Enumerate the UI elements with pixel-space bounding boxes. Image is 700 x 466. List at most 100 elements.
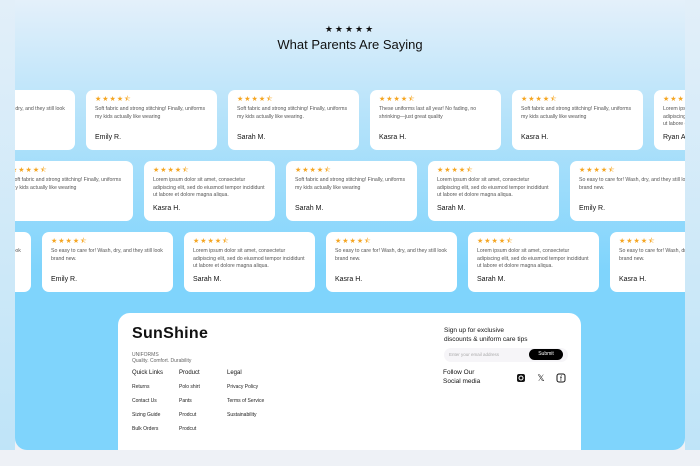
footer-column: Legal Privacy Policy Terms of Service Susta…: [227, 370, 264, 426]
footer-link[interactable]: Terms of Service: [227, 398, 265, 404]
star-rating: ★★★★⯪: [521, 96, 558, 103]
review-text: So easy to care for! Wash, dry, and they…: [15, 248, 21, 254]
review-text: Soft fabric and strong stitching! Finall…: [15, 177, 122, 191]
testimonial-card: ★★★★⯪ So easy to care for! Wash, dry, and…: [15, 232, 31, 292]
section-title: What Parents Are Saying: [277, 37, 423, 52]
footer-link[interactable]: Polo shirt: [179, 384, 200, 390]
testimonial-card: ★★★★⯪ Soft fabric and strong stitching! F…: [512, 90, 643, 150]
review-text: So easy to care for! Wash, dry, and they…: [15, 106, 65, 112]
testimonial-card: ★★★★⯪ So easy to care for! Wash, dry, and…: [42, 232, 173, 292]
footer-link[interactable]: Pants: [179, 398, 192, 404]
testimonial-card: ★★★★⯪ Soft fabric and strong stitching! F…: [286, 161, 417, 221]
reviewer-name: Kasra H.: [619, 276, 647, 283]
review-text: Soft fabric and strong stitching! Finall…: [237, 106, 348, 120]
review-text: So easy to care for! Wash, dry, and they…: [335, 248, 447, 262]
reviewer-name: Ryan Andre: [663, 134, 685, 141]
footer-column: Product Polo shirt Pants Prodcut Prodcut: [179, 370, 200, 440]
reviewer-name: Sarah M.: [477, 276, 506, 283]
submit-button[interactable]: Submit: [529, 349, 563, 360]
tagline: Quality. Comfort. Durability: [132, 358, 192, 364]
footer-link[interactable]: Prodcut: [179, 412, 197, 418]
star-rating: ★★★★⯪: [15, 95, 66, 104]
star-rating: ★★★★⯪: [379, 96, 416, 103]
review-text: Lorem ipsum dolor sit amet, consectetur …: [437, 177, 549, 198]
footer-link[interactable]: Sustainability: [227, 412, 257, 418]
instagram-icon[interactable]: [516, 373, 526, 383]
signup-text: Sign up for exclusive discounts & uniform…: [444, 327, 527, 344]
testimonial-card: ★★★★⯪ Lorem ipsum dolor sit amet, consect…: [654, 90, 685, 150]
star-rating: ★★★★⯪: [477, 238, 514, 245]
review-text: Lorem ipsum dolor sit amet, consectetur …: [193, 248, 305, 269]
follow-text: Follow Our Social media: [443, 369, 480, 386]
star-rating: ★★★★⯪: [95, 96, 132, 103]
right-edge: [685, 0, 700, 450]
star-rating: ★★★★⯪: [193, 238, 230, 245]
footer-link[interactable]: Contact Us: [132, 398, 157, 404]
testimonial-card: ★★★★⯪ So easy to care for! Wash, dry, and…: [15, 90, 75, 150]
review-text: Lorem ipsum dolor sit amet, consectetur …: [153, 177, 265, 198]
star-rating: ★★★★⯪: [663, 96, 685, 103]
x-icon[interactable]: 𝕏: [537, 373, 545, 383]
reviewer-name: Kasra H.: [521, 134, 549, 141]
footer-link[interactable]: Privacy Policy: [227, 384, 259, 390]
star-rating: ★★★★⯪: [295, 167, 332, 174]
footer: SunShine UNIFORMS Quality. Comfort. Dura…: [118, 313, 581, 450]
footer-link[interactable]: Sizing Guide: [132, 412, 161, 418]
reviewer-name: Sarah M.: [437, 205, 466, 212]
testimonial-card: ★★★★⯪ So easy to care for! Wash, dry, and…: [570, 161, 685, 221]
star-rating: ★★★★⯪: [237, 96, 274, 103]
testimonial-card: ★★★★⯪ Lorem ipsum dolor sit amet, consect…: [468, 232, 599, 292]
left-edge: [0, 0, 15, 450]
star-rating: ★★★★⯪: [437, 167, 474, 174]
star-rating: ★★★★⯪: [15, 167, 48, 174]
reviewer-name: Kasra H.: [153, 205, 181, 212]
follow-line: Social media: [443, 377, 481, 385]
testimonial-card: ★★★★⯪ So easy to care for! Wash, dry, and…: [610, 232, 685, 292]
follow-line: Follow Our: [443, 369, 475, 376]
star-rating: ★★★★⯪: [51, 238, 88, 245]
reviewer-name: Kasra H.: [335, 276, 363, 283]
testimonial-card: ★★★★⯪ Soft fabric and strong stitching! F…: [15, 161, 133, 221]
testimonial-card: ★★★★⯪ Soft fabric and strong stitching! F…: [228, 90, 359, 150]
testimonial-card: ★★★★⯪ Lorem ipsum dolor sit amet, consect…: [184, 232, 315, 292]
testimonial-card: ★★★★⯪ Lorem ipsum dolor sit amet, consect…: [428, 161, 559, 221]
footer-link[interactable]: Prodcut: [179, 426, 197, 432]
reviewer-name: Sarah M.: [295, 205, 324, 212]
facebook-icon[interactable]: f: [556, 373, 566, 383]
review-text: These uniforms last all year! No fading,…: [379, 106, 477, 120]
reviewer-name: Kasra H.: [379, 134, 407, 141]
column-heading: Legal: [227, 370, 242, 376]
testimonial-card: ★★★★⯪ Lorem ipsum dolor sit amet, consect…: [144, 161, 275, 221]
review-text: Soft fabric and strong stitching! Finall…: [95, 106, 206, 120]
testimonials-section: ★★★★★ What Parents Are Saying ★★★★⯪ So ea…: [15, 0, 685, 450]
footer-link[interactable]: Bulk Orders: [132, 426, 159, 432]
column-heading: Product: [179, 370, 200, 376]
review-text: Soft fabric and strong stitching! Finall…: [521, 106, 632, 120]
testimonial-card: ★★★★⯪ So easy to care for! Wash, dry, and…: [326, 232, 457, 292]
rating-stars: ★★★★★: [324, 24, 376, 34]
logo[interactable]: SunShine: [132, 325, 209, 342]
star-rating: ★★★★⯪: [619, 238, 656, 245]
reviewer-name: Emily R.: [51, 276, 78, 283]
reviewer-name: Emily R.: [579, 205, 606, 212]
footer-link[interactable]: Returns: [132, 384, 150, 390]
footer-column: Quick Links Returns Contact Us Sizing Guide…: [132, 370, 163, 440]
star-rating: ★★★★⯪: [335, 238, 372, 245]
reviewer-name: Sarah M.: [193, 276, 222, 283]
review-text: So easy to care for! Wash, dry, and they…: [619, 248, 685, 262]
signup-line: Sign up for exclusive: [444, 327, 504, 334]
review-text: So easy to care for! Wash, dry, and they…: [579, 177, 685, 191]
star-rating: ★★★★⯪: [579, 167, 616, 174]
column-heading: Quick Links: [132, 370, 164, 376]
review-text: Lorem ipsum dolor sit amet, consectetur …: [663, 106, 685, 127]
svg-text:f: f: [560, 376, 562, 383]
star-rating: ★★★★⯪: [153, 167, 190, 174]
review-text: Lorem ipsum dolor sit amet, consectetur …: [477, 248, 589, 269]
signup-line: discounts & uniform care tips: [444, 335, 528, 343]
reviewer-name: Emily R.: [95, 134, 122, 141]
review-text: Soft fabric and strong stitching! Finall…: [295, 177, 406, 191]
star-rating: ★★★★⯪: [15, 237, 22, 246]
brand-sub: UNIFORMS: [132, 352, 159, 358]
testimonial-card: ★★★★⯪ These uniforms last all year! No fa…: [370, 90, 501, 150]
testimonial-card: ★★★★⯪ Soft fabric and strong stitching! F…: [86, 90, 217, 150]
